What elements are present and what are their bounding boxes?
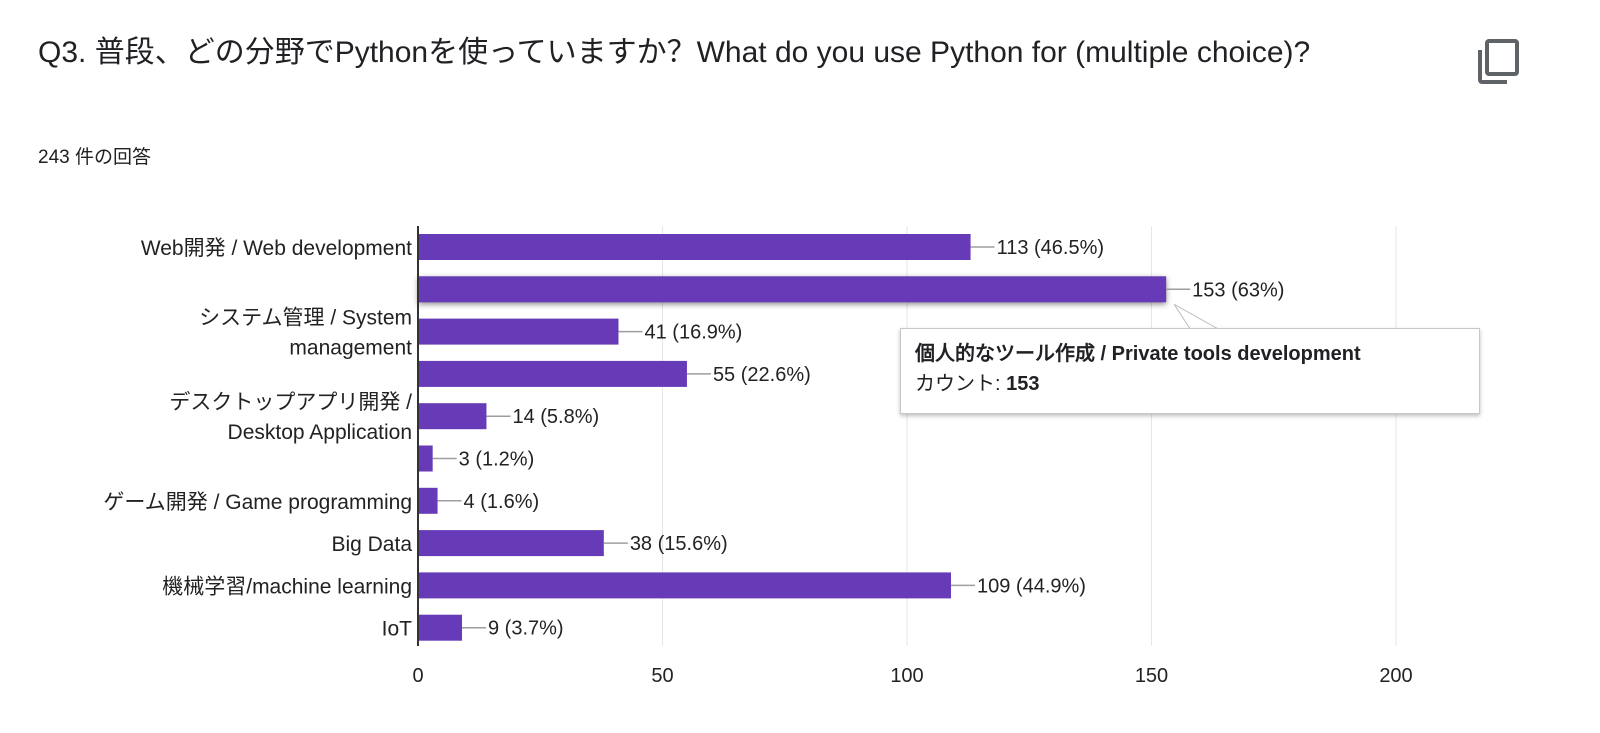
category-label: Big Data — [331, 533, 412, 556]
bar — [418, 403, 487, 430]
data-label: 153 (63%) — [1192, 279, 1284, 301]
bar — [418, 234, 971, 260]
category-label: ゲーム開発 / Game programming — [103, 491, 412, 514]
bar — [418, 360, 687, 387]
tooltip-pointer — [1173, 303, 1221, 330]
data-label: 3 (1.2%) — [459, 449, 535, 471]
bar — [418, 276, 1167, 303]
data-label: 9 (3.7%) — [488, 618, 564, 640]
x-tick-label: 200 — [1379, 665, 1412, 687]
category-label: management — [289, 337, 412, 360]
bar — [418, 445, 433, 472]
data-label: 113 (46.5%) — [997, 237, 1104, 259]
data-label: 14 (5.8%) — [512, 406, 599, 428]
data-label: 55 (22.6%) — [713, 364, 811, 386]
copy-icon — [1478, 39, 1519, 84]
data-label: 109 (44.9%) — [977, 575, 1086, 597]
data-label: 4 (1.6%) — [464, 491, 540, 513]
tooltip-count-value: 153 — [1006, 373, 1040, 395]
x-tick-label: 0 — [412, 665, 423, 687]
category-label: 機械学習/machine learning — [162, 575, 412, 598]
chart-tooltip: 個人的なツール作成 / Private tools development カウ… — [900, 328, 1480, 414]
x-tick-label: 50 — [651, 665, 673, 687]
category-label: システム管理 / System — [199, 307, 412, 330]
bar — [418, 487, 438, 514]
response-count: 243 件の回答 — [38, 147, 151, 168]
bar — [418, 318, 619, 345]
tooltip-category: 個人的なツール作成 / Private tools development — [915, 343, 1361, 365]
data-label: 38 (15.6%) — [630, 533, 728, 555]
x-tick-label: 150 — [1135, 665, 1168, 687]
tooltip-count-label: カウント: — [915, 373, 1007, 395]
category-label: デスクトップアプリ開発 / — [169, 391, 412, 414]
data-label: 41 (16.9%) — [644, 322, 742, 344]
x-tick-label: 100 — [890, 665, 923, 687]
copy-chart-button[interactable] — [1474, 36, 1526, 88]
page-title: Q3. 普段、どの分野でPythonを使っていますか？What do you u… — [38, 36, 1311, 69]
bar — [418, 530, 604, 557]
bar — [418, 572, 952, 599]
category-label: IoT — [382, 618, 413, 641]
category-label: Web開発 / Web development — [141, 237, 412, 260]
bar — [418, 614, 463, 641]
category-label: Desktop Application — [228, 421, 412, 444]
